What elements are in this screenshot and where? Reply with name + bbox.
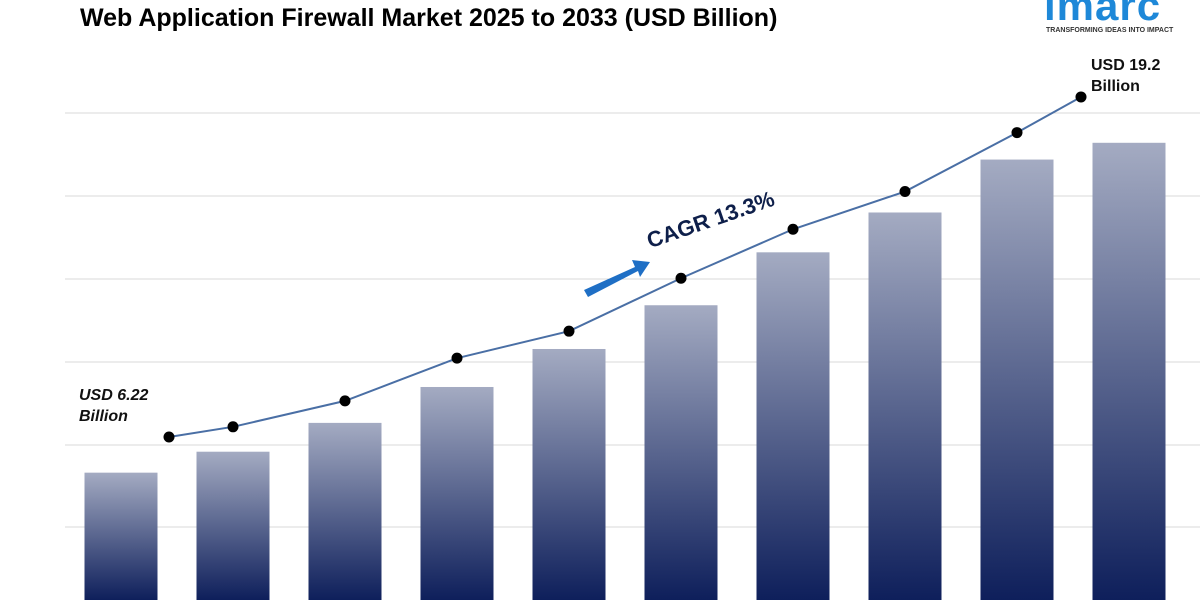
point [563,325,575,337]
point [451,352,463,364]
logo-tagline: TRANSFORMING IDEAS INTO IMPACT [1046,27,1174,34]
bar [756,252,830,600]
logo: imarc [1044,0,1162,29]
line [168,96,1082,439]
bar [84,472,158,600]
bar [1092,142,1166,600]
point [227,421,239,433]
bar [980,159,1054,600]
point [675,272,687,284]
point [787,223,799,235]
point [339,395,351,407]
cagr-arrow [584,260,650,297]
value-label: USD 19.2 Billion [1091,56,1161,95]
bar [308,422,382,600]
bar [644,305,718,600]
bar [420,386,494,600]
point [899,186,911,198]
value-label: USD 6.22 Billion [79,387,149,426]
bar [868,212,942,600]
point [1011,127,1023,139]
bar [196,451,270,600]
chart-title: Web Application Firewall Market 2025 to … [80,4,778,32]
point [1075,91,1087,103]
bar [532,348,606,600]
point [163,431,175,443]
